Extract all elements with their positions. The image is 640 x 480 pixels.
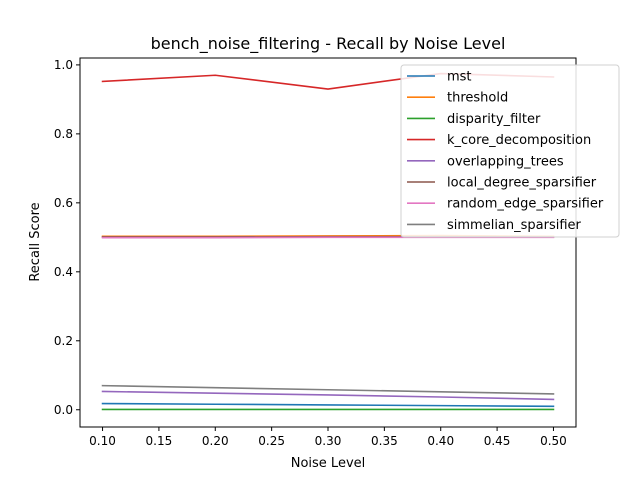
y-tick-label: 0.0 (54, 403, 73, 417)
x-tick-label: 0.30 (315, 434, 342, 448)
x-tick-label: 0.35 (371, 434, 398, 448)
x-axis-label: Noise Level (291, 456, 366, 471)
x-tick-label: 0.25 (258, 434, 285, 448)
series-line-overlapping-trees (101, 390, 555, 401)
y-axis-ticks: 0.0 0.2 0.4 0.6 0.8 1.0 (54, 58, 80, 417)
legend: mst threshold disparity_filter k_core_decom… (400, 64, 620, 238)
y-tick-label: 1.0 (54, 58, 73, 72)
legend-label: random_edge_sparsifier (447, 197, 604, 212)
x-tick-label: 0.45 (484, 434, 511, 448)
legend-label: overlapping_trees (447, 154, 564, 169)
legend-label: simmelian_sparsifier (447, 218, 582, 233)
y-tick-label: 0.8 (54, 127, 73, 141)
legend-label: threshold (447, 91, 508, 106)
legend-label: disparity_filter (447, 112, 541, 127)
y-tick-label: 0.6 (54, 196, 73, 210)
legend-label: mst (447, 70, 472, 85)
legend-label: k_core_decomposition (447, 133, 591, 148)
y-axis-label: Recall Score (28, 202, 43, 281)
x-tick-label: 0.20 (202, 434, 229, 448)
x-tick-label: 0.50 (540, 434, 567, 448)
y-tick-label: 0.4 (54, 265, 73, 279)
series-line-simmelian-sparsifier (101, 384, 555, 395)
series-line-mst (101, 402, 555, 408)
x-tick-label: 0.10 (89, 434, 116, 448)
y-tick-label: 0.2 (54, 334, 73, 348)
x-axis-ticks: 0.10 0.15 0.20 0.25 0.30 0.35 0.40 0.45 0.50 (89, 427, 567, 448)
legend-box (400, 64, 620, 238)
legend-label: local_degree_sparsifier (447, 176, 597, 191)
chart-title: bench_noise_filtering - Recall by Noise … (151, 34, 506, 54)
x-tick-label: 0.15 (146, 434, 173, 448)
x-tick-label: 0.40 (427, 434, 454, 448)
